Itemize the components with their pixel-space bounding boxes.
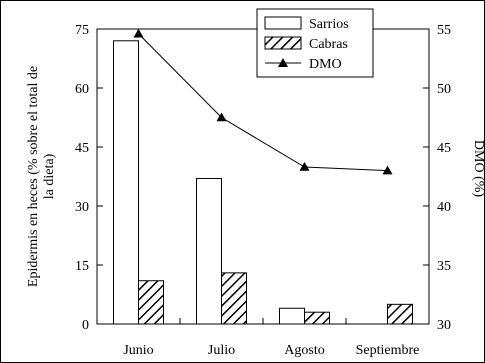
right-tick-label: 30 (437, 318, 451, 333)
bar-cabras (387, 303, 413, 325)
right-tick-label: 35 (437, 259, 451, 274)
left-tick-label: 0 (82, 318, 89, 333)
dmo-marker (299, 162, 310, 171)
dmo-marker (216, 112, 227, 122)
left-tick-label: 60 (75, 82, 89, 97)
bar-cabras (304, 311, 330, 325)
left-axis-title-line1: Epidermis en heces (% sobre el total de (26, 66, 41, 287)
legend-swatch-sarrios (264, 16, 302, 30)
right-tick-label: 50 (437, 82, 451, 97)
dmo-marker (133, 28, 144, 38)
bar-cabras (138, 280, 164, 325)
x-tick-label: Julio (208, 343, 235, 358)
right-tick-label: 40 (437, 200, 451, 215)
bar-sarrios (196, 177, 222, 325)
x-tick-label: Agosto (284, 343, 324, 358)
dmo-marker (382, 165, 393, 175)
bar-sarrios (279, 307, 305, 325)
legend-label-dmo: DMO (309, 57, 342, 72)
legend-swatch-cabras (264, 36, 302, 50)
x-tick-label: Junio (123, 343, 153, 358)
x-tick-label: Septiembre (356, 343, 420, 358)
left-tick-label: 15 (75, 259, 89, 274)
left-tick-label: 45 (75, 141, 89, 156)
left-axis-title-line2: la dieta) (42, 153, 57, 199)
left-tick-label: 75 (75, 23, 89, 38)
right-tick-label: 55 (437, 23, 451, 38)
right-axis-title: DMO (%) (471, 140, 484, 197)
right-tick-label: 45 (437, 141, 451, 156)
legend-label-sarrios: Sarrios (309, 17, 349, 32)
dmo-line (138, 33, 388, 172)
legend-swatch-marker (278, 58, 288, 67)
legend-label-cabras: Cabras (309, 37, 348, 52)
bar-sarrios (113, 40, 139, 325)
bar-cabras (221, 272, 247, 325)
left-tick-label: 30 (75, 200, 89, 215)
